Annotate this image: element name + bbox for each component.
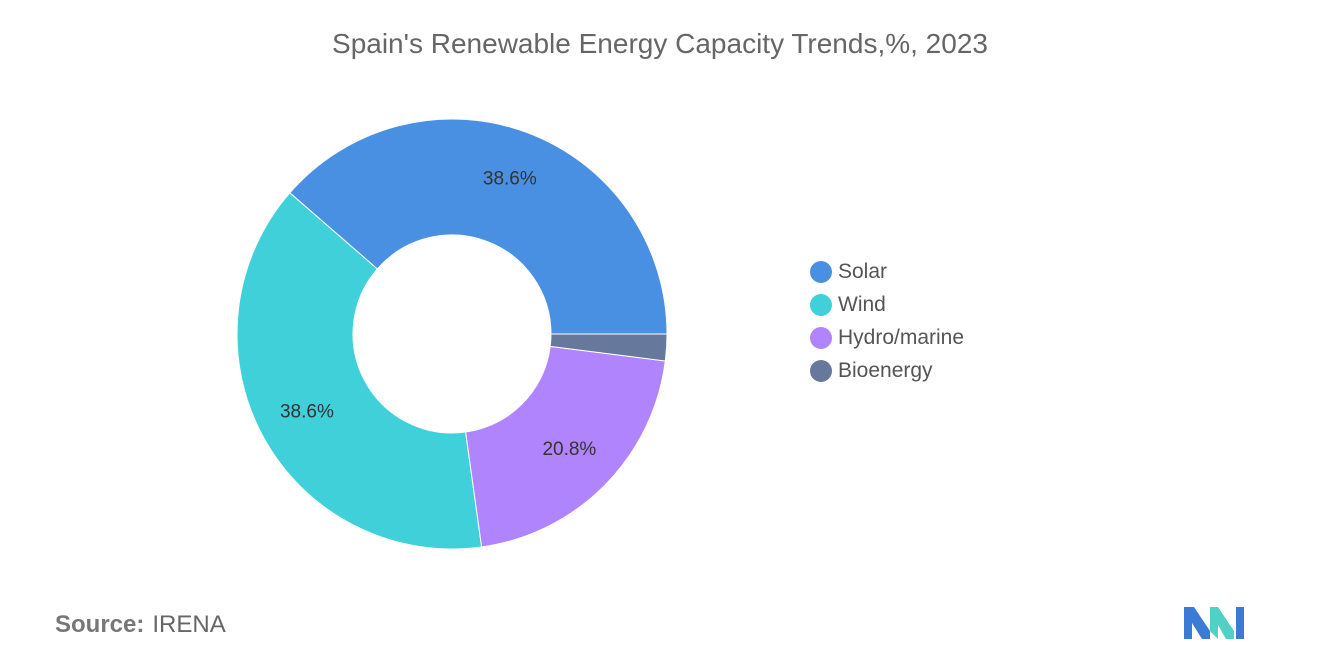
chart-title: Spain's Renewable Energy Capacity Trends… (332, 28, 988, 59)
slice-hydro-marine[interactable] (465, 345, 666, 548)
legend: Solar Wind Hydro/marine Bioenergy (810, 255, 964, 387)
slice-solar[interactable] (289, 118, 668, 335)
legend-label-bioenergy: Bioenergy (838, 358, 933, 382)
legend-item-bioenergy[interactable]: Bioenergy (810, 354, 964, 387)
legend-swatch-hydro-marine (810, 326, 832, 349)
slice-bioenergy[interactable] (549, 333, 668, 362)
data-label-hydro-marine: 20.8% (542, 439, 596, 460)
slice-wind[interactable] (236, 192, 483, 550)
legend-label-wind: Wind (838, 292, 886, 316)
legend-item-wind[interactable]: Wind (810, 288, 964, 321)
legend-swatch-bioenergy (810, 359, 832, 382)
legend-swatch-wind (810, 293, 832, 316)
mordor-intelligence-logo-icon (1184, 607, 1244, 639)
legend-label-hydro-marine: Hydro/marine (838, 325, 965, 349)
data-label-wind: 38.6% (280, 402, 334, 423)
source-value: IRENA (152, 611, 226, 638)
legend-label-solar: Solar (838, 259, 888, 283)
source-label: Source: (55, 611, 145, 638)
source-line: Source: IRENA (55, 611, 226, 639)
legend-item-hydro-marine[interactable]: Hydro/marine (810, 321, 964, 354)
data-label-solar: 38.6% (483, 168, 537, 189)
legend-item-solar[interactable]: Solar (810, 255, 964, 288)
legend-swatch-solar (810, 260, 832, 283)
